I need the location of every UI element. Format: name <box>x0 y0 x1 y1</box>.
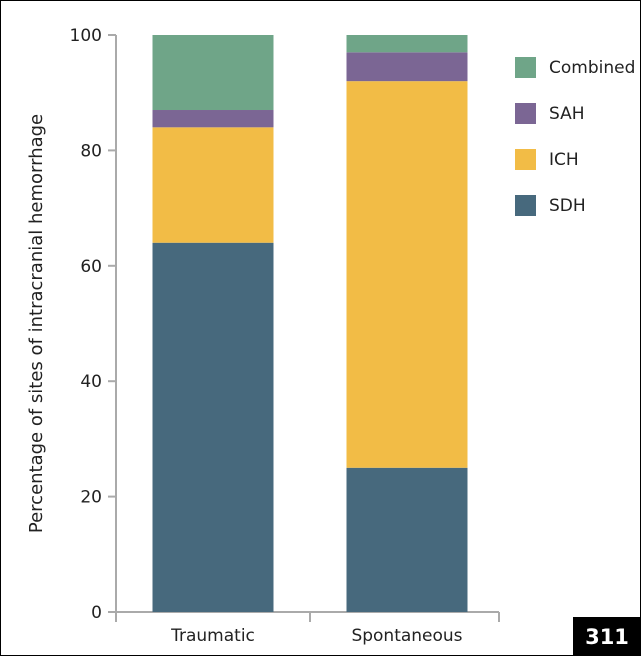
y-tick-label-40: 40 <box>80 372 102 392</box>
bar-spontaneous-combined <box>346 35 468 53</box>
y-tick-label-80: 80 <box>80 141 102 161</box>
legend-label-sdh: SDH <box>549 196 586 216</box>
y-tick-label-20: 20 <box>80 488 102 508</box>
x-tick-label-spontaneous: Spontaneous <box>351 626 462 646</box>
legend-swatch-ich <box>515 149 536 170</box>
y-tick-label-0: 0 <box>91 603 102 623</box>
legend-swatch-sdh <box>515 195 536 216</box>
legend-swatch-combined <box>515 57 536 78</box>
legend-label-combined: Combined <box>549 58 635 78</box>
y-tick-label-100: 100 <box>70 26 102 46</box>
bar-traumatic-sah <box>152 110 274 128</box>
legend-swatch-sah <box>515 103 536 124</box>
bar-traumatic-ich <box>152 127 274 243</box>
legend-label-sah: SAH <box>549 104 585 124</box>
bar-traumatic-combined <box>152 35 274 111</box>
bar-spontaneous-sah <box>346 52 468 82</box>
legend-label-ich: ICH <box>549 150 579 170</box>
page-number-badge: 311 <box>573 617 641 656</box>
bar-spontaneous-ich <box>346 81 468 468</box>
bar-traumatic-sdh <box>152 242 274 612</box>
y-axis-label: Percentage of sites of intracranial hemo… <box>26 114 47 533</box>
x-tick-label-traumatic: Traumatic <box>170 626 255 646</box>
bar-spontaneous-sdh <box>346 467 468 612</box>
y-tick-label-60: 60 <box>80 257 102 277</box>
